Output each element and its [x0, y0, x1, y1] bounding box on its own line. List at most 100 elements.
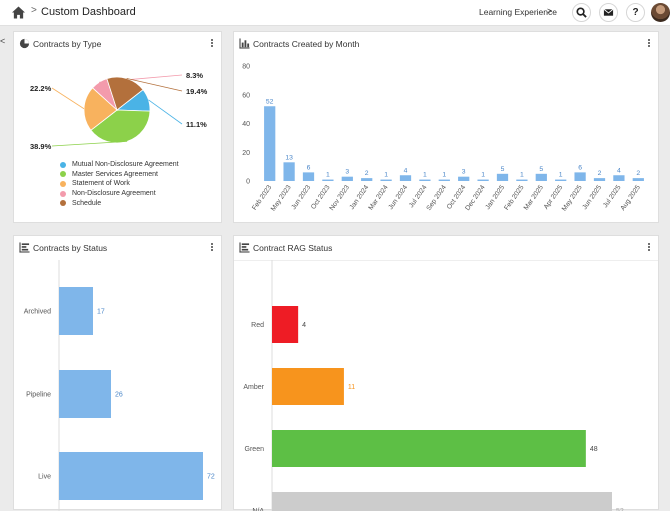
month-bar[interactable] — [322, 179, 334, 181]
legend-swatch — [60, 180, 66, 187]
pie-leader-line — [126, 78, 183, 92]
legend-item[interactable]: Mutual Non-Disclosure Agreement — [60, 160, 179, 170]
mail-button[interactable] — [599, 3, 618, 22]
x-tick-label: Sep 2024 — [426, 184, 449, 212]
pie-chart: 11.1% 38.9% 22.2% 8.3% 19.4% — [30, 71, 208, 151]
status-bar[interactable] — [59, 452, 203, 500]
month-bar[interactable] — [632, 178, 644, 181]
card-title: Contracts by Type — [33, 39, 102, 49]
category-label: Live — [38, 474, 51, 481]
category-label: Archived — [24, 309, 51, 316]
month-bar[interactable] — [613, 175, 625, 181]
month-bar[interactable] — [496, 173, 509, 181]
month-bar[interactable] — [264, 106, 276, 181]
status-bar[interactable] — [59, 287, 93, 335]
month-bar[interactable] — [438, 179, 450, 181]
more-options-icon[interactable] — [646, 38, 652, 50]
bar-value-label: 6 — [578, 164, 582, 171]
y-tick-label: 60 — [242, 92, 250, 99]
x-tick-label: Jun 2024 — [387, 184, 409, 211]
pie-slice-label: 22.2% — [30, 84, 52, 93]
legend-label: Mutual Non-Disclosure Agreement — [72, 161, 179, 169]
search-button[interactable] — [572, 3, 591, 22]
rag-bar-chart: Red4Amber11Green48N/A52 — [243, 260, 624, 511]
legend-label: Statement of Work — [72, 180, 130, 188]
x-tick-label: Jul 2025 — [602, 184, 623, 209]
help-icon: ? — [632, 6, 639, 18]
legend-swatch — [60, 171, 66, 178]
month-bar[interactable] — [535, 173, 547, 181]
month-bar[interactable] — [516, 179, 528, 181]
more-options-icon[interactable] — [209, 38, 215, 50]
bar-value-label: 5 — [539, 166, 543, 173]
month-bar[interactable] — [593, 178, 606, 181]
pie-slice[interactable] — [106, 76, 144, 111]
month-bar[interactable] — [419, 179, 431, 181]
y-tick-label: 40 — [242, 121, 250, 128]
bar-value-label: 52 — [266, 98, 274, 105]
x-tick-label: Mar 2025 — [523, 184, 545, 212]
bar-value-label: 72 — [207, 474, 215, 481]
rag-bar[interactable] — [272, 430, 586, 467]
legend-label: Master Services Agreement — [72, 170, 158, 178]
bar-value-label: 1 — [326, 172, 330, 179]
month-bar[interactable] — [380, 179, 392, 181]
pie-slice-label: 19.4% — [186, 87, 208, 96]
card-contracts-by-type: Contracts by Type 11.1% 38.9% 22.2% 8.3% 19.… — [13, 31, 222, 223]
legend-item[interactable]: Non-Disclosure Agreement — [60, 189, 179, 199]
month-bar[interactable] — [399, 175, 412, 181]
rag-bar[interactable] — [272, 368, 344, 405]
month-bar[interactable] — [283, 162, 295, 181]
divider — [234, 260, 658, 261]
month-bar[interactable] — [361, 178, 373, 181]
mail-icon — [603, 8, 614, 16]
legend-label: Schedule — [72, 199, 102, 207]
bar-value-label: 1 — [559, 172, 563, 179]
status-bar[interactable] — [59, 370, 111, 418]
month-bar[interactable] — [477, 179, 489, 181]
rag-bar[interactable] — [272, 306, 299, 343]
legend-swatch — [60, 200, 66, 207]
month-bar[interactable] — [574, 172, 586, 181]
more-options-icon[interactable] — [646, 242, 652, 254]
x-tick-label: May 2023 — [270, 184, 293, 213]
card-contracts-by-status: Contracts by Status Archived 17 Pipeline 26… — [13, 235, 222, 511]
x-tick-label: May 2025 — [561, 184, 584, 213]
bar-value-label: 1 — [384, 172, 388, 179]
rag-bar[interactable] — [272, 492, 612, 511]
category-label: Amber — [243, 384, 264, 391]
page-title: Custom Dashboard — [41, 6, 136, 18]
card-header: Contracts Created by Month — [234, 32, 658, 56]
month-bar[interactable] — [341, 176, 353, 181]
legend-item[interactable]: Schedule — [60, 198, 179, 208]
month-bar[interactable] — [302, 172, 315, 181]
top-bar: > Custom Dashboard Learning Experience >… — [0, 0, 670, 26]
bar-value-label: 2 — [598, 170, 602, 177]
bar-value-label: 4 — [404, 167, 408, 174]
x-tick-label: Dec 2024 — [464, 184, 487, 212]
more-options-icon[interactable] — [209, 242, 215, 254]
bar-value-label: 4 — [302, 322, 306, 329]
pie-leader-line — [51, 87, 85, 110]
bar-value-label: 13 — [285, 154, 293, 161]
month-bar[interactable] — [458, 176, 470, 181]
pie-slice[interactable] — [83, 87, 118, 131]
legend-swatch — [60, 161, 66, 168]
status-bar-chart: Archived 17 Pipeline 26 Live 72 — [24, 260, 215, 511]
category-label: Pipeline — [26, 392, 51, 399]
learning-experience-link[interactable]: Learning Experience — [479, 7, 557, 17]
bar-chart-icon — [239, 38, 250, 49]
bar-value-label: 1 — [423, 172, 427, 179]
bar-value-label: 1 — [481, 172, 485, 179]
bar-value-label: 5 — [501, 166, 505, 173]
bar-value-label: 48 — [590, 446, 598, 453]
month-bar[interactable] — [555, 179, 567, 181]
help-button[interactable]: ? — [626, 3, 645, 22]
bar-value-label: 2 — [365, 170, 369, 177]
y-tick-label: 0 — [246, 179, 250, 186]
avatar[interactable] — [651, 3, 670, 22]
legend-item[interactable]: Statement of Work — [60, 179, 179, 189]
home-icon[interactable] — [12, 6, 25, 19]
sidebar-collapse-icon[interactable]: < — [0, 36, 6, 46]
legend-item[interactable]: Master Services Agreement — [60, 170, 179, 180]
